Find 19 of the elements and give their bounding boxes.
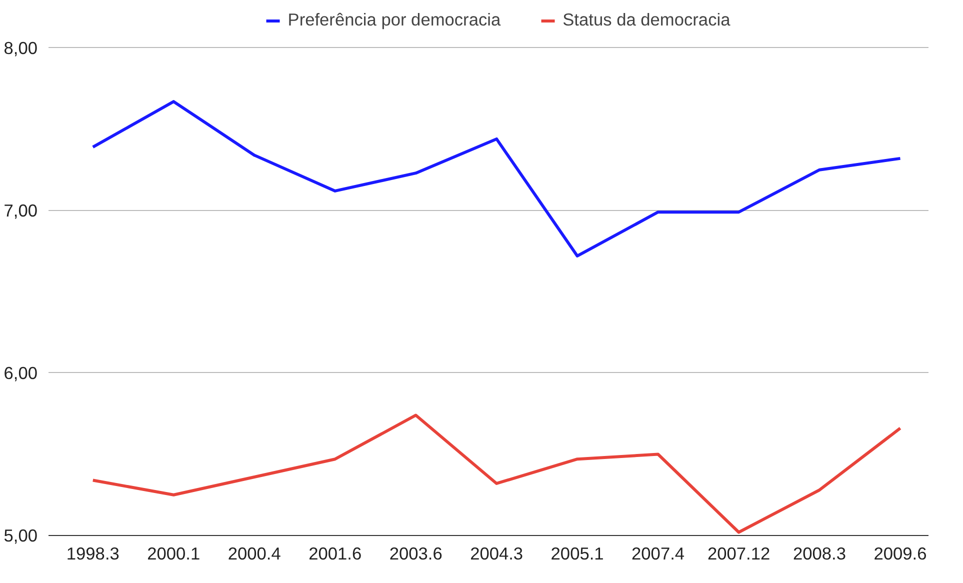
x-tick-label: 2001.6 xyxy=(308,544,362,564)
legend-label: Status da democracia xyxy=(562,10,730,30)
line-series xyxy=(91,414,902,534)
x-tick-label: 2005.1 xyxy=(550,544,604,564)
x-tick-label: 2009.6 xyxy=(874,544,927,564)
x-tick-label: 2003.6 xyxy=(389,544,442,564)
y-tick-label: 5,00 xyxy=(4,526,38,546)
x-tick-label: 2004.3 xyxy=(470,544,524,564)
y-tick-label: 6,00 xyxy=(4,362,38,383)
y-tick-label: 7,00 xyxy=(4,200,38,220)
x-tick-label: 2000.1 xyxy=(147,544,200,564)
x-tick-label: 2007.4 xyxy=(632,544,685,564)
legend-label: Preferência por democracia xyxy=(288,10,501,30)
y-tick-label: 8,00 xyxy=(4,38,38,58)
x-tick-label: 1998.3 xyxy=(66,544,120,564)
x-tick-label: 2000.4 xyxy=(228,544,282,564)
line-series xyxy=(91,100,902,258)
x-tick-label: 2008.3 xyxy=(793,544,846,564)
x-tick-label: 2007.12 xyxy=(707,544,770,564)
